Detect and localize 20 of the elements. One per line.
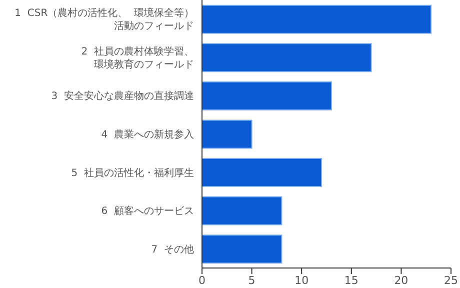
y-tick-label: 7 その他 [151, 243, 194, 256]
bar [202, 81, 332, 110]
bar [202, 43, 372, 72]
y-tick-label: 4 農業への新規参入 [101, 128, 194, 140]
bar [202, 158, 322, 188]
x-tick-label: 25 [444, 274, 458, 287]
y-tick-label: 5 社員の活性化・福利厚生 [71, 166, 194, 179]
bar [202, 196, 282, 226]
y-tick-label: 2 社員の農村体験学習、環境教育のフィールド [81, 45, 194, 70]
y-tick-label: 6 顧客へのサービス [101, 205, 194, 218]
y-tick-label: 1 CSR（農村の活性化、 環境保全等）活動のフィールド [14, 7, 194, 32]
bar [202, 234, 282, 264]
x-tick-label: 5 [248, 274, 256, 287]
x-tick-label: 0 [198, 274, 206, 287]
x-tick-label: 10 [294, 274, 309, 287]
x-tick-label: 20 [394, 274, 408, 287]
y-tick-label: 3 安全安心な農産物の直接調達 [51, 90, 194, 102]
x-tick-label: 15 [344, 274, 358, 287]
bar [202, 120, 252, 149]
bar [202, 4, 432, 34]
